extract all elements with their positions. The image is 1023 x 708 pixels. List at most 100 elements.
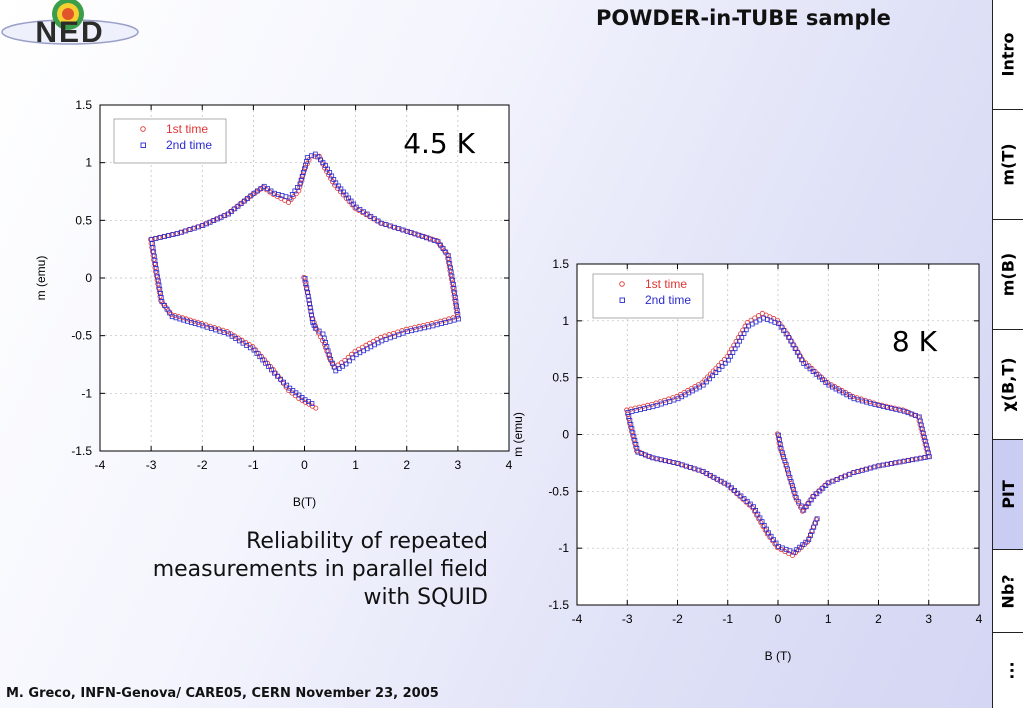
tab-chi-b-t[interactable]: χ(B,T) — [993, 330, 1023, 440]
data-point — [440, 246, 446, 252]
legend-label: 1st time — [166, 122, 208, 136]
x-tick-label: -1 — [722, 612, 733, 626]
data-point — [811, 494, 817, 499]
data-point — [278, 195, 284, 201]
data-point — [823, 379, 829, 385]
x-tick-label: -4 — [572, 612, 583, 626]
y-tick-label: -1 — [81, 386, 92, 400]
data-point — [269, 367, 274, 373]
y-tick-label: 0.5 — [75, 213, 92, 227]
data-point — [754, 512, 760, 518]
data-point — [158, 297, 164, 303]
data-point — [345, 354, 351, 360]
y-tick-label: 0.5 — [552, 371, 569, 385]
data-point — [724, 354, 730, 360]
x-tick-label: -3 — [622, 612, 633, 626]
data-point — [260, 357, 266, 363]
plot-frame — [99, 104, 510, 452]
x-tick-label: 0 — [301, 458, 308, 472]
data-point — [438, 242, 443, 248]
x-tick-label: -3 — [146, 458, 157, 472]
tab-m-b[interactable]: m(B) — [993, 220, 1023, 330]
x-tick-label: 0 — [775, 612, 782, 626]
data-point — [257, 354, 263, 360]
data-point — [242, 339, 248, 345]
data-point — [235, 203, 241, 209]
data-point — [803, 504, 809, 510]
data-point — [232, 206, 238, 212]
data-point — [162, 303, 167, 308]
data-point — [776, 432, 781, 438]
data-point — [810, 369, 816, 374]
data-point — [731, 342, 737, 348]
data-point — [814, 516, 820, 522]
tab-label: Nb? — [998, 573, 1018, 609]
logo-text: NED — [35, 16, 104, 48]
data-point — [309, 401, 315, 406]
data-point — [722, 360, 728, 366]
page-title: POWDER-in-TUBE sample — [596, 6, 891, 30]
data-point — [232, 333, 238, 339]
caption-line: measurements in parallel field — [152, 557, 488, 582]
data-point — [817, 374, 822, 380]
data-point — [302, 276, 308, 282]
data-point — [738, 493, 744, 499]
data-point — [741, 496, 747, 502]
data-point — [759, 310, 765, 316]
y-tick-label: -1.5 — [71, 444, 92, 458]
y-tick-label: 0 — [85, 271, 92, 285]
data-point — [786, 334, 792, 340]
data-point — [778, 324, 784, 330]
data-point — [707, 376, 712, 382]
data-point — [776, 440, 782, 446]
data-point — [320, 160, 326, 166]
data-point — [316, 328, 322, 334]
data-point — [359, 209, 365, 215]
data-point — [725, 482, 731, 488]
data-point — [352, 348, 358, 354]
data-point — [744, 498, 750, 504]
data-point — [804, 363, 810, 369]
data-point — [798, 503, 804, 509]
tab-m-t[interactable]: m(T) — [993, 110, 1023, 220]
y-tick-label: 1.5 — [552, 257, 569, 271]
data-point — [251, 347, 257, 353]
data-point — [817, 488, 823, 494]
x-tick-label: 1 — [825, 612, 832, 626]
data-point — [760, 523, 766, 529]
tab-label: PIT — [998, 480, 1018, 509]
data-point — [814, 491, 820, 497]
x-tick-label: 2 — [403, 458, 410, 472]
tab-nb[interactable]: Nb? — [993, 550, 1023, 633]
data-point — [791, 549, 797, 555]
legend-marker — [140, 126, 146, 132]
tab-more[interactable]: ... — [993, 633, 1023, 708]
data-point — [346, 195, 351, 201]
data-point — [751, 509, 757, 515]
data-point — [725, 357, 731, 363]
data-point — [768, 533, 774, 539]
data-point — [341, 189, 346, 195]
caption-line: Reliability of repeated — [246, 529, 488, 554]
tab-pit[interactable]: PIT — [993, 440, 1023, 550]
data-point — [263, 360, 269, 366]
data-point — [245, 196, 250, 201]
legend-box — [592, 273, 704, 319]
data-point — [239, 337, 245, 343]
data-point — [777, 437, 782, 443]
data-point — [378, 334, 384, 340]
tab-intro[interactable]: Intro — [993, 0, 1023, 110]
footer-credit: M. Greco, INFN-Genova/ CARE05, CERN Nove… — [6, 686, 439, 701]
y-tick-label: -1.5 — [548, 598, 569, 612]
data-point — [800, 542, 806, 548]
data-point — [820, 485, 826, 491]
data-point — [771, 537, 776, 543]
data-point — [342, 357, 348, 363]
tab-label: ... — [998, 661, 1018, 680]
data-point — [390, 330, 396, 336]
data-point — [742, 323, 748, 329]
data-point — [323, 163, 328, 168]
data-point — [353, 204, 359, 210]
data-point — [337, 189, 343, 195]
temperature-annotation: 8 K — [892, 325, 938, 358]
